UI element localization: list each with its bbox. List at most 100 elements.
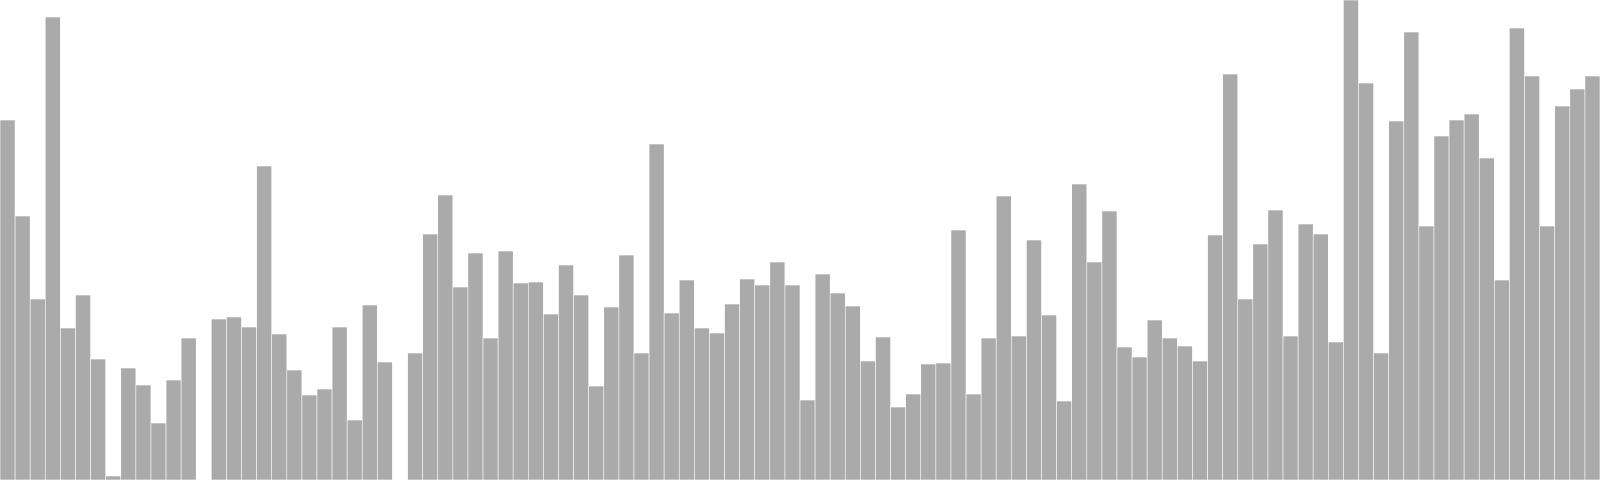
bar-37 (558, 264, 574, 480)
bar-64 (965, 393, 982, 480)
bar-40 (603, 306, 620, 480)
bar-4 (60, 327, 76, 480)
bar-70 (1056, 400, 1072, 480)
bar-43 (648, 143, 665, 480)
bar-27 (407, 352, 423, 480)
bar-12 (180, 337, 197, 480)
bar-54 (814, 273, 831, 480)
bar-10 (150, 422, 167, 480)
bar-101 (1524, 75, 1540, 480)
bar-72 (1086, 261, 1103, 480)
bar-66 (995, 195, 1012, 480)
bar-58 (875, 336, 891, 480)
bar-87 (1312, 233, 1329, 480)
bar-21 (316, 388, 333, 480)
bar-42 (633, 352, 650, 480)
bar-57 (860, 360, 876, 480)
bar-96 (1448, 119, 1465, 480)
bar-67 (1011, 335, 1027, 480)
bar-1 (14, 215, 31, 480)
bar-59 (890, 406, 906, 480)
bar-60 (905, 393, 922, 480)
bar-29 (437, 194, 454, 480)
bar-39 (588, 385, 605, 480)
bar-99 (1494, 279, 1510, 480)
bar-71 (1071, 183, 1088, 480)
bar-28 (422, 233, 439, 480)
bar-6 (90, 358, 106, 480)
bar-15 (226, 316, 242, 480)
bar-73 (1101, 210, 1118, 480)
bar-104 (1569, 88, 1586, 480)
bar-49 (739, 278, 756, 480)
bar-34 (512, 282, 529, 480)
bar-18 (271, 333, 288, 480)
bar-11 (165, 379, 182, 480)
bar-56 (844, 305, 861, 480)
bar-82 (1237, 298, 1254, 480)
bar-97 (1463, 113, 1480, 480)
bar-47 (709, 332, 725, 480)
bar-88 (1328, 341, 1344, 480)
bar-52 (784, 284, 801, 480)
bar-84 (1267, 209, 1284, 480)
bar-19 (286, 369, 303, 480)
bar-91 (1373, 352, 1389, 480)
bar-85 (1282, 335, 1299, 480)
bar-23 (346, 419, 363, 480)
bar-103 (1554, 105, 1571, 480)
bar-8 (120, 367, 137, 480)
bar-3 (44, 16, 61, 480)
bar-61 (920, 363, 937, 480)
bar-65 (980, 337, 997, 480)
bar-44 (663, 312, 680, 480)
bar-36 (543, 313, 559, 480)
bar-100 (1509, 27, 1525, 480)
bar-74 (1116, 346, 1133, 480)
bar-30 (452, 286, 469, 480)
bar-102 (1539, 225, 1556, 480)
bar-98 (1478, 157, 1495, 480)
bar-22 (331, 326, 348, 480)
bar-93 (1403, 31, 1420, 480)
bar-2 (29, 298, 46, 480)
bar-75 (1131, 356, 1148, 480)
bar-94 (1418, 225, 1435, 480)
bar-86 (1297, 223, 1314, 480)
bar-25 (377, 361, 393, 480)
bar-9 (135, 384, 152, 480)
bar-50 (754, 284, 771, 480)
bar-79 (1192, 360, 1208, 480)
bar-83 (1252, 243, 1269, 480)
bar-89 (1343, 0, 1359, 480)
bar-51 (769, 261, 786, 480)
bar-0 (0, 119, 16, 480)
bar-45 (678, 279, 695, 480)
bar-31 (467, 252, 484, 480)
bar-14 (211, 318, 227, 480)
bar-63 (950, 229, 967, 480)
bar-69 (1041, 314, 1057, 480)
bar-92 (1388, 120, 1405, 480)
bar-5 (75, 294, 91, 480)
bar-53 (799, 399, 816, 480)
bar-55 (829, 292, 846, 480)
bar-16 (241, 326, 257, 480)
bar-41 (618, 254, 635, 480)
bar-48 (724, 303, 740, 480)
bar-77 (1161, 337, 1178, 480)
bar-81 (1222, 73, 1239, 480)
bar-95 (1433, 135, 1450, 480)
bar-80 (1207, 234, 1223, 480)
bar-78 (1177, 345, 1193, 480)
bar-7 (105, 475, 122, 480)
bar-68 (1026, 239, 1042, 480)
bar-17 (256, 165, 272, 480)
bar-38 (573, 294, 589, 480)
bar-32 (482, 337, 499, 480)
bar-35 (527, 281, 544, 480)
bar-62 (935, 362, 952, 480)
bar-46 (694, 327, 710, 480)
bar-24 (361, 304, 378, 480)
